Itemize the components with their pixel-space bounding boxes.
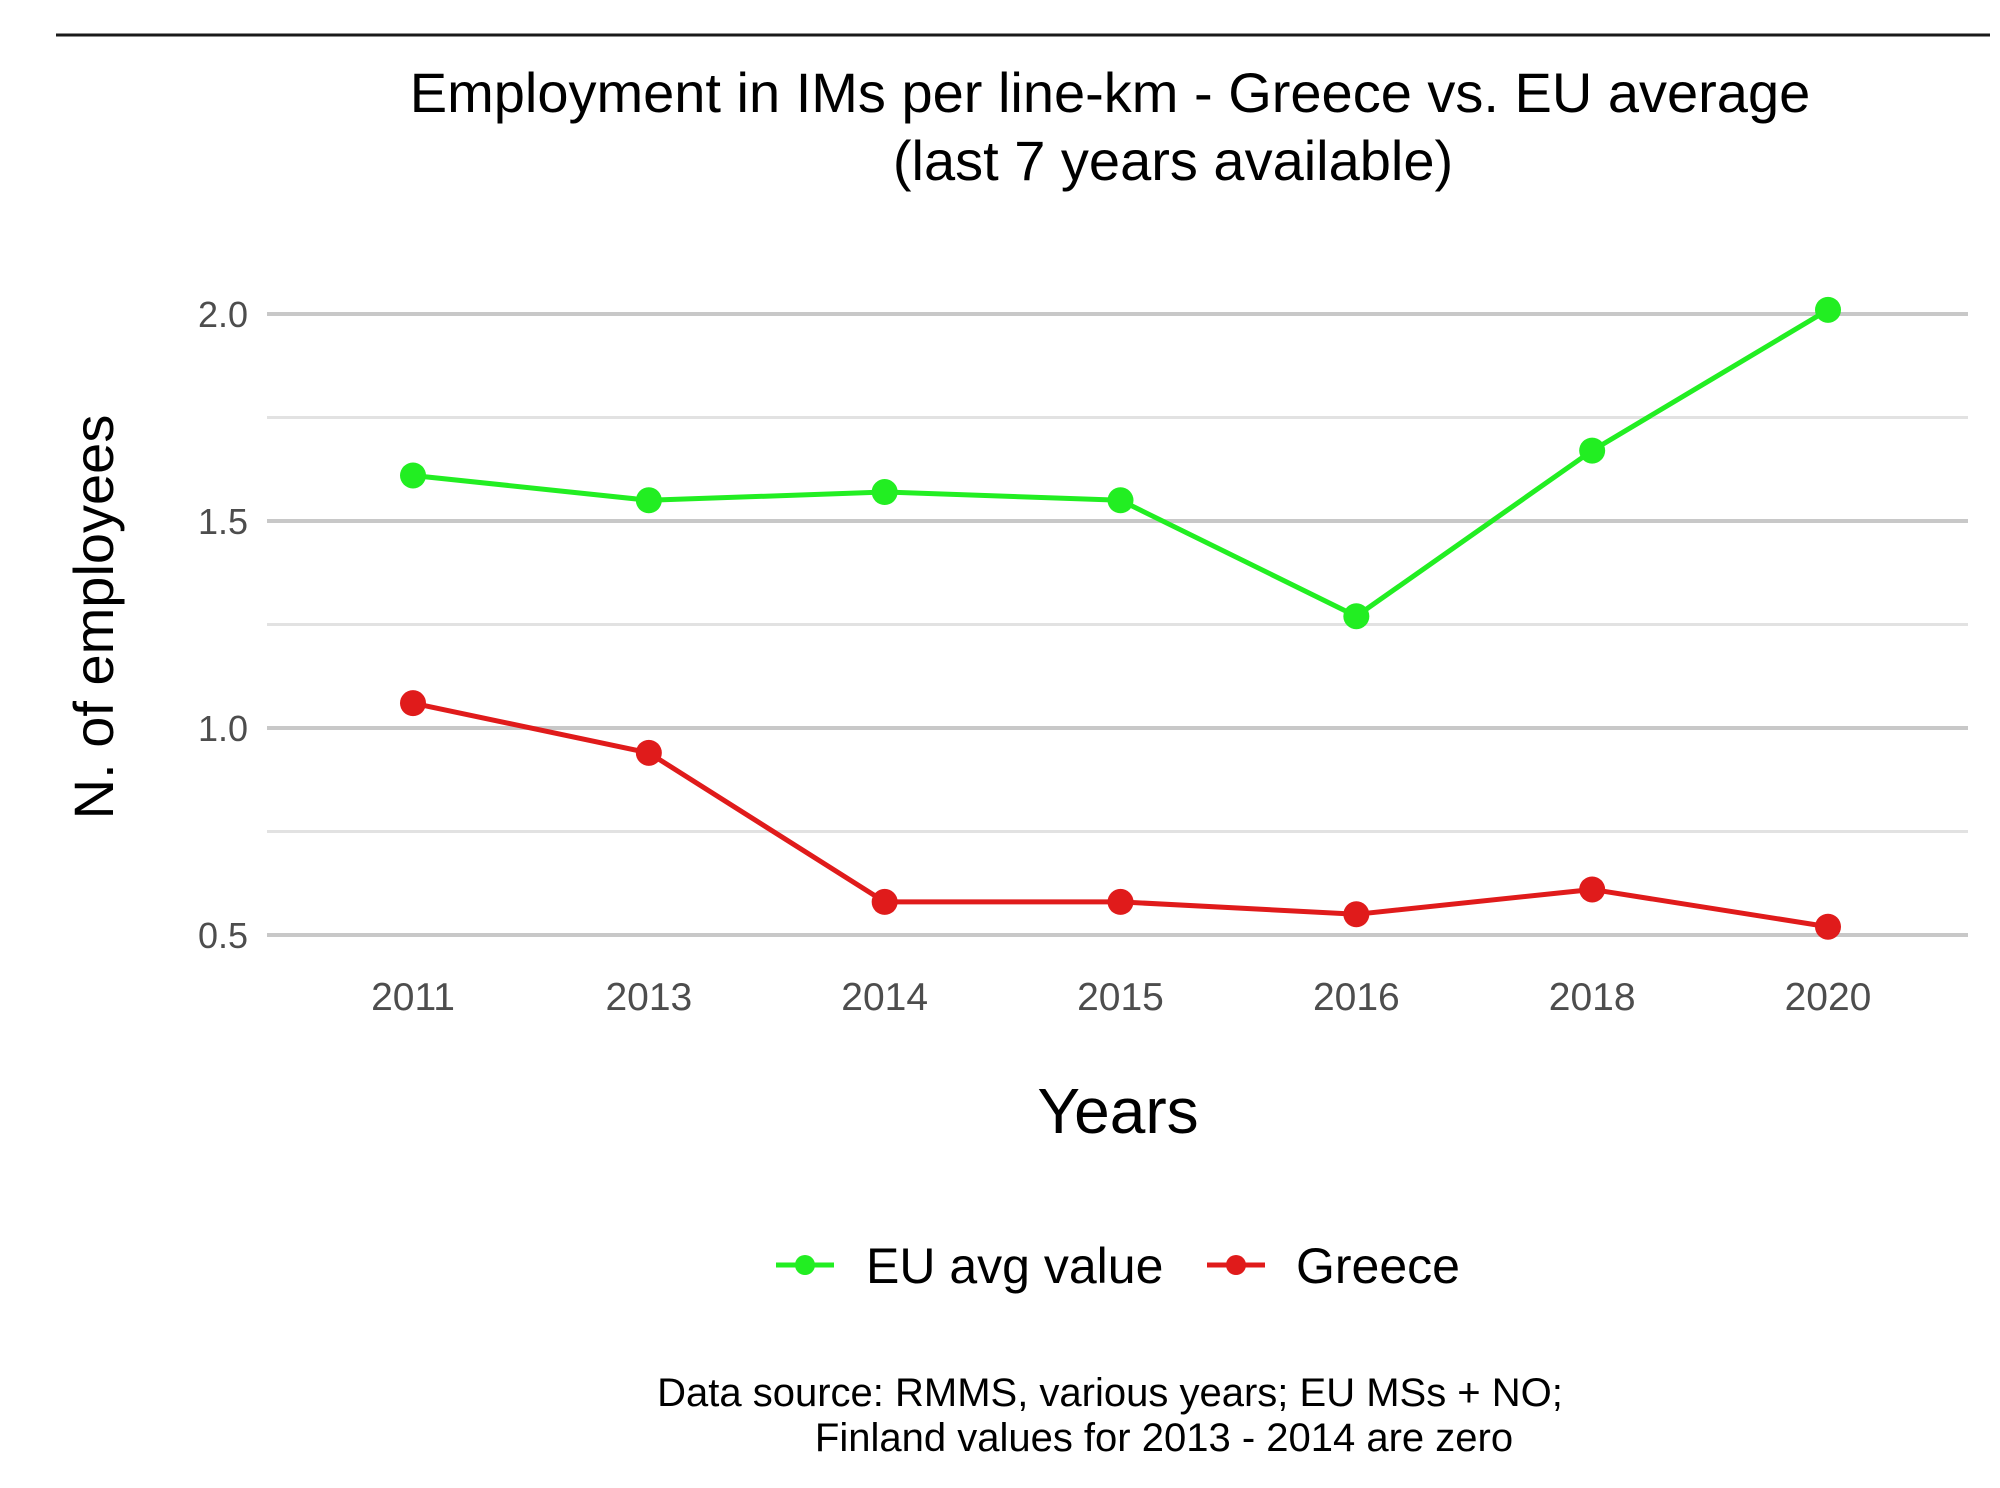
y-tick-label: 1.0 xyxy=(198,708,248,749)
legend: EU avg value Greece xyxy=(776,1238,1460,1294)
chart-title-line-1: Employment in IMs per line-km - Greece v… xyxy=(410,61,1810,124)
y-tick-label: 0.5 xyxy=(198,915,248,956)
series-layer xyxy=(400,296,1841,940)
x-tick-label: 2018 xyxy=(1549,976,1636,1019)
x-tick-label: 2016 xyxy=(1313,976,1400,1019)
caption-line-2: Finland values for 2013 - 2014 are zero xyxy=(815,1416,1513,1460)
x-tick-label: 2015 xyxy=(1077,976,1164,1019)
legend-greece-marker xyxy=(1226,1255,1246,1275)
data-point-eu-avg-value-2016 xyxy=(1343,603,1370,630)
data-point-eu-avg-value-2013 xyxy=(635,487,662,514)
data-point-greece-2016 xyxy=(1343,901,1370,928)
y-axis-ticks: 0.5 1.0 1.5 2.0 xyxy=(198,294,248,956)
legend-eu-marker xyxy=(795,1255,815,1275)
x-tick-label: 2013 xyxy=(605,976,692,1019)
legend-item-greece: Greece xyxy=(1207,1238,1460,1294)
gridlines xyxy=(267,312,1968,937)
data-point-eu-avg-value-2020 xyxy=(1815,296,1841,323)
data-point-eu-avg-value-2018 xyxy=(1579,437,1606,464)
data-point-greece-2015 xyxy=(1107,888,1134,915)
series-line-eu-avg-value xyxy=(410,307,1831,619)
y-tick-label: 2.0 xyxy=(198,294,248,335)
y-axis-label: N. of employees xyxy=(62,415,125,820)
data-point-eu-avg-value-2015 xyxy=(1107,487,1134,514)
data-point-eu-avg-value-2014 xyxy=(871,479,898,506)
chart-title-line-2: (last 7 years available) xyxy=(893,129,1453,192)
y-tick-label: 1.5 xyxy=(198,501,248,542)
legend-eu-label: EU avg value xyxy=(866,1238,1163,1294)
data-point-greece-2018 xyxy=(1579,876,1606,903)
data-point-greece-2013 xyxy=(635,739,662,766)
x-tick-label: 2020 xyxy=(1785,976,1872,1019)
x-tick-label: 2014 xyxy=(841,976,928,1019)
caption-line-1: Data source: RMMS, various years; EU MSs… xyxy=(657,1371,1563,1415)
x-tick-label: 2011 xyxy=(371,976,455,1019)
data-point-eu-avg-value-2011 xyxy=(400,462,426,489)
x-axis-ticks: 2011 2013 2014 2015 2016 2018 2020 xyxy=(371,976,1871,1019)
data-point-greece-2020 xyxy=(1815,913,1841,940)
legend-greece-label: Greece xyxy=(1296,1238,1460,1294)
data-point-greece-2011 xyxy=(400,690,426,717)
legend-item-eu: EU avg value xyxy=(776,1238,1163,1294)
data-point-greece-2014 xyxy=(871,888,898,915)
x-axis-label: Years xyxy=(1037,1075,1198,1147)
